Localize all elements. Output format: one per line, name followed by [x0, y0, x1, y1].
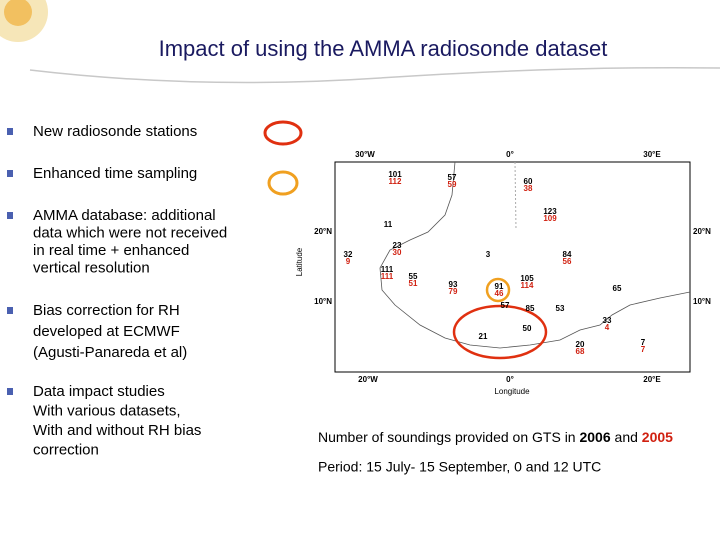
map-label: 0° — [506, 375, 514, 384]
station-gts: 79 — [449, 287, 458, 296]
bullet-marker — [7, 212, 13, 219]
station-total: 85 — [526, 304, 535, 313]
station-gts: 46 — [495, 289, 504, 298]
station-total: 20 — [576, 340, 585, 349]
map-label: 20°N — [314, 227, 332, 236]
header-swoosh — [29, 66, 720, 84]
station-total: 84 — [563, 250, 572, 259]
bullet-text: data which were not received — [33, 224, 227, 241]
station-gts: 59 — [448, 180, 457, 189]
station-total: 93 — [449, 280, 458, 289]
station-gts: 38 — [524, 184, 533, 193]
y-axis-label: Latitude — [295, 247, 304, 276]
coastline — [379, 161, 691, 349]
bullet-text: With various datasets, — [33, 402, 181, 419]
station-total: 101 — [388, 170, 402, 179]
station-total: 60 — [524, 177, 533, 186]
station-total: 105 — [520, 274, 534, 283]
station-gts: 68 — [576, 347, 585, 356]
legend-ellipse — [267, 170, 299, 196]
bullet-marker — [7, 170, 13, 177]
year: 2005 — [642, 429, 673, 445]
station-total: 33 — [603, 316, 612, 325]
map-label: 30°W — [355, 150, 375, 159]
bullet-text: AMMA database: additional — [33, 207, 216, 224]
station-total: 3 — [486, 250, 491, 259]
caption: Number of soundings provided on GTS in 2… — [318, 429, 673, 445]
map-label: 0° — [506, 150, 514, 159]
station-total: 111 — [381, 265, 394, 274]
bullet-text: (Agusti-Panareda et al) — [33, 344, 187, 361]
bullet-text: correction — [33, 441, 99, 458]
meridian — [514, 161, 517, 231]
map-label: 10°N — [693, 297, 711, 306]
map-ellipse — [452, 304, 548, 360]
map-label: 10°N — [314, 297, 332, 306]
map-label: 20°E — [643, 375, 661, 384]
bullet-text: vertical resolution — [33, 259, 150, 276]
bullet-text: in real time + enhanced — [33, 242, 189, 259]
bullet-marker — [7, 388, 13, 395]
map-label: 30°E — [643, 150, 661, 159]
bullet-text: developed at ECMWF — [33, 323, 180, 340]
station-gts: 114 — [521, 281, 534, 290]
bullet-text: Bias correction for RH — [33, 302, 180, 319]
map-label: 20°N — [693, 227, 711, 236]
station-total: 57 — [448, 173, 457, 182]
station-gts: 30 — [393, 248, 402, 257]
station-gts: 4 — [605, 323, 610, 332]
station-gts: 112 — [389, 177, 402, 186]
map-ellipse — [485, 277, 511, 303]
station-total: 11 — [384, 220, 393, 229]
bullet-text: Data impact studies — [33, 383, 165, 400]
station-total: 57 — [501, 301, 510, 310]
caption-text: Number of soundings provided on GTS in — [318, 429, 579, 445]
station-total: 50 — [523, 324, 532, 333]
station-gts: 111 — [381, 272, 394, 281]
map-frame — [334, 161, 691, 373]
station-gts: 56 — [563, 257, 572, 266]
bullet-marker — [7, 128, 13, 135]
station-gts: 9 — [346, 257, 351, 266]
station-total: 23 — [393, 241, 402, 250]
station-total: 123 — [543, 207, 557, 216]
bullet-text: With and without RH bias — [33, 422, 201, 439]
station-total: 32 — [344, 250, 353, 259]
bullet-text: Enhanced time sampling — [33, 165, 197, 182]
title: Impact of using the AMMA radiosonde data… — [159, 36, 608, 61]
bullet-marker — [7, 307, 13, 314]
station-gts: 51 — [409, 279, 418, 288]
bullet-text: New radiosonde stations — [33, 123, 197, 140]
year: 2006 — [579, 429, 610, 445]
x-axis-label: Longitude — [494, 387, 530, 396]
caption-text: and — [611, 429, 642, 445]
station-gts: 7 — [641, 345, 646, 354]
caption-period: Period: 15 July- 15 September, 0 and 12 … — [318, 459, 601, 475]
map-label: 20°W — [358, 375, 378, 384]
station-total: 55 — [409, 272, 418, 281]
station-total: 91 — [495, 282, 504, 291]
station-total: 7 — [641, 338, 646, 347]
logo — [4, 0, 32, 26]
station-total: 65 — [613, 284, 622, 293]
station-total: 53 — [556, 304, 565, 313]
station-gts: 109 — [543, 214, 557, 223]
legend-ellipse — [263, 120, 303, 146]
station-total: 21 — [479, 332, 488, 341]
